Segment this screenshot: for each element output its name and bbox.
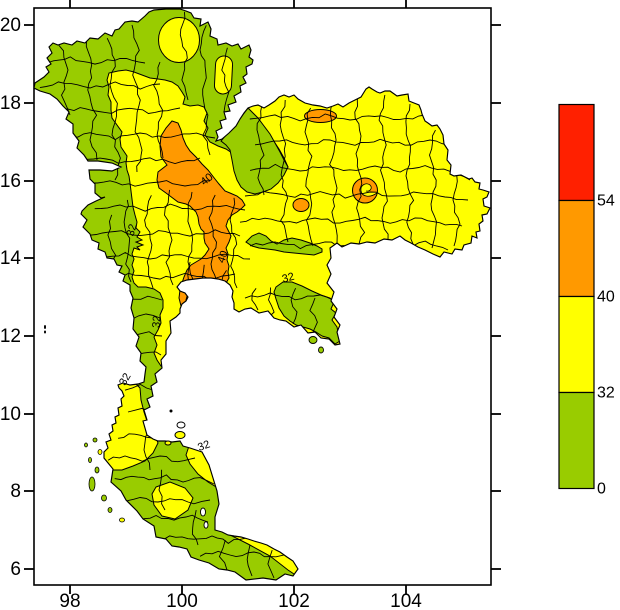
svg-text:100: 100 xyxy=(166,591,198,610)
svg-text:32: 32 xyxy=(125,223,140,238)
svg-text:104: 104 xyxy=(390,591,422,610)
svg-text:102: 102 xyxy=(278,591,310,610)
svg-text:6: 6 xyxy=(10,559,21,580)
svg-text:0: 0 xyxy=(597,481,606,498)
svg-text:98: 98 xyxy=(59,591,80,610)
svg-text:40: 40 xyxy=(597,289,615,306)
svg-text:54: 54 xyxy=(597,193,615,210)
svg-text:10: 10 xyxy=(0,404,21,425)
svg-text:8: 8 xyxy=(10,481,21,502)
svg-text:16: 16 xyxy=(0,171,21,192)
svg-text:12: 12 xyxy=(0,326,21,347)
svg-text:20: 20 xyxy=(0,15,21,36)
svg-text:32: 32 xyxy=(281,271,296,286)
svg-text:14: 14 xyxy=(0,248,21,269)
svg-text:32: 32 xyxy=(117,371,134,388)
svg-text:40: 40 xyxy=(215,249,230,265)
svg-text:32: 32 xyxy=(597,385,615,402)
svg-text:18: 18 xyxy=(0,93,21,114)
svg-text:32: 32 xyxy=(196,438,212,453)
svg-text:32: 32 xyxy=(151,315,164,328)
